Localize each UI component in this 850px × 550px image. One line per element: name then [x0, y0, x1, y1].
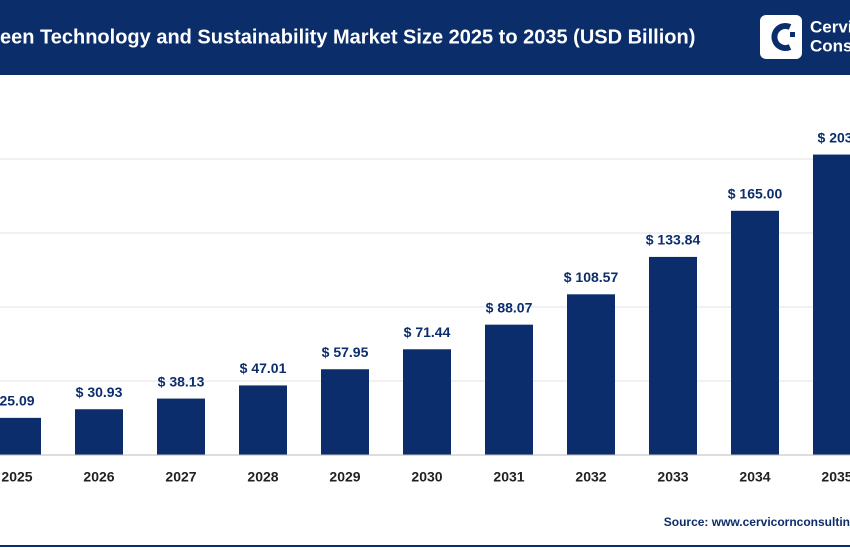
bar — [567, 294, 615, 455]
chart-title: een Technology and Sustainability Market… — [0, 26, 695, 48]
x-tick-label: 2026 — [83, 469, 114, 485]
bar — [813, 154, 850, 455]
value-label: $ 71.44 — [404, 324, 451, 340]
value-label: $ 30.93 — [76, 384, 123, 400]
bar — [731, 210, 779, 455]
header-band — [0, 0, 850, 75]
logo-dot — [790, 32, 795, 37]
bar — [0, 417, 41, 455]
x-tick-label: 2028 — [247, 469, 278, 485]
bar — [403, 349, 451, 455]
x-tick-label: 2034 — [739, 469, 770, 485]
value-label: $ 47.01 — [240, 360, 287, 376]
x-tick-label: 2032 — [575, 469, 606, 485]
value-label: $ 57.95 — [322, 344, 369, 360]
x-tick-label: 2025 — [1, 469, 32, 485]
bar — [485, 324, 533, 455]
bar — [239, 385, 287, 455]
value-label: $ 133.84 — [646, 232, 701, 248]
x-tick-label: 2031 — [493, 469, 524, 485]
x-tick-label: 2033 — [657, 469, 688, 485]
bar — [321, 369, 369, 455]
x-tick-label: 2035 — [821, 469, 850, 485]
logo-text: Cervic — [810, 17, 850, 36]
value-label: $ 165.00 — [728, 186, 783, 202]
logo-icon — [771, 23, 792, 51]
value-label: 25.09 — [0, 393, 35, 409]
value-label: $ 38.13 — [158, 373, 205, 389]
source: Source: www.cervicornconsultin — [664, 515, 850, 529]
logo-box — [760, 15, 802, 59]
x-tick-label: 2027 — [165, 469, 196, 485]
bar — [157, 398, 205, 455]
x-tick-label: 2029 — [329, 469, 360, 485]
bar — [75, 409, 123, 455]
bar — [649, 256, 697, 455]
value-label: $ 88.07 — [486, 299, 533, 315]
x-tick-label: 2030 — [411, 469, 442, 485]
logo-text: Consu — [810, 36, 850, 55]
value-label: $ 203. — [818, 129, 850, 145]
value-label: $ 108.57 — [564, 269, 619, 285]
